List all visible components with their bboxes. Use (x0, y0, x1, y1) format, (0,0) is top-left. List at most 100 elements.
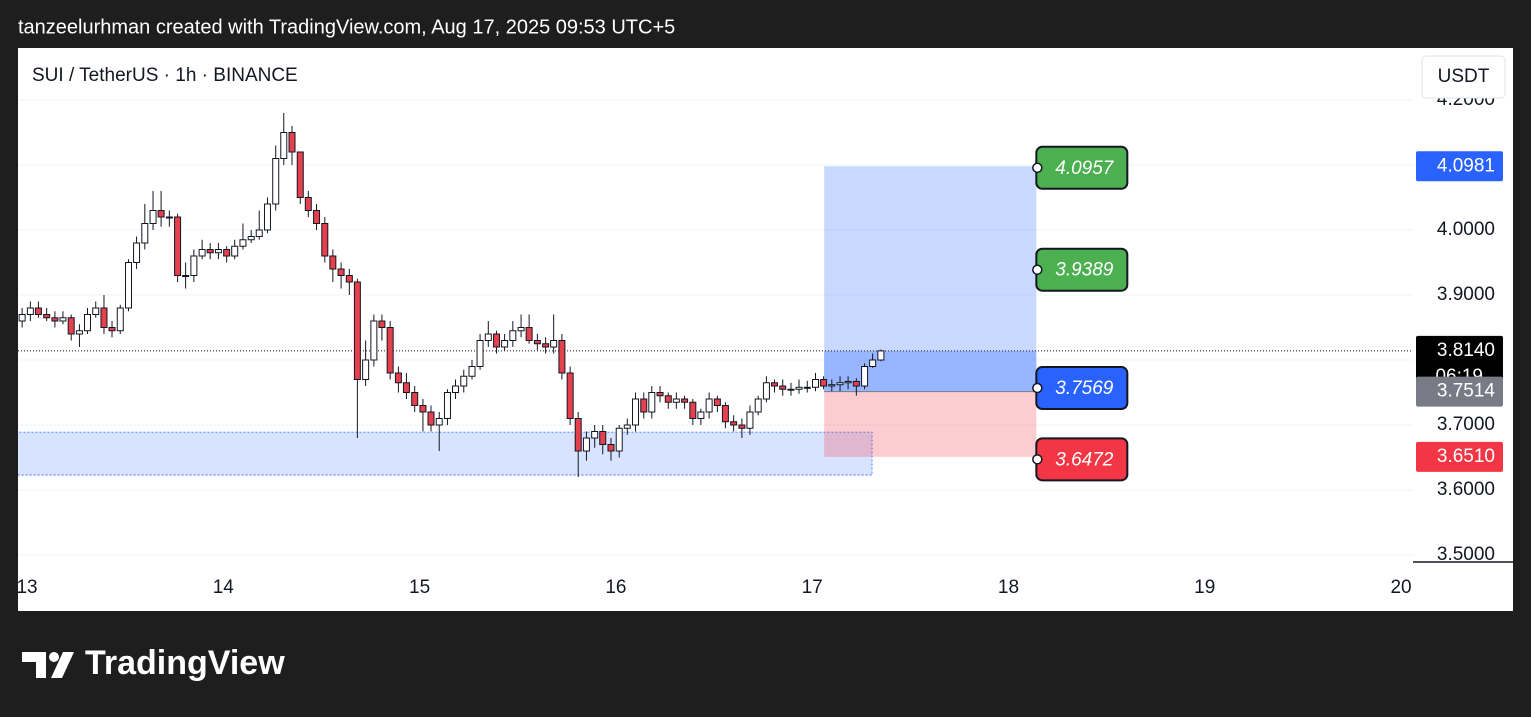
candle (198, 239, 206, 260)
currency-button[interactable] (1421, 55, 1506, 99)
candle-body (337, 268, 345, 276)
candle-body (214, 249, 222, 254)
candle (362, 340, 370, 386)
candle-body (689, 401, 697, 419)
candle-body (370, 320, 378, 361)
candle-body (133, 242, 141, 263)
candle-body (836, 382, 844, 386)
candle-body (640, 398, 648, 413)
logo-mark (49, 652, 59, 662)
candle-body (484, 333, 492, 341)
candle-body (607, 444, 615, 452)
y-tick-label: 3.5000 (1437, 544, 1495, 565)
candle (877, 349, 885, 362)
candle (721, 402, 729, 429)
candle (321, 217, 329, 263)
candle-body (656, 392, 664, 397)
candle-body (795, 386, 803, 390)
candle (623, 418, 631, 435)
candle (419, 399, 427, 432)
candle (370, 314, 378, 367)
candle (18, 308, 26, 328)
candle (689, 399, 697, 425)
candle-body (75, 330, 83, 335)
candle (83, 308, 91, 334)
candle (599, 425, 607, 455)
price-label-box (1416, 151, 1503, 182)
candle-body (852, 380, 860, 387)
candle-body (615, 427, 623, 452)
candle-body (141, 223, 149, 244)
candle-body (558, 340, 566, 374)
annotation-label: 3.6472 (1055, 449, 1114, 470)
candle (558, 334, 566, 380)
candle-body (681, 398, 689, 403)
candle (345, 269, 353, 295)
candle (525, 314, 533, 344)
candle (92, 301, 100, 318)
candle-body (844, 380, 852, 384)
candle (182, 262, 190, 289)
candle-body (820, 379, 828, 387)
candle (51, 311, 59, 328)
candle-body (591, 431, 599, 439)
logo-mark (51, 652, 74, 678)
candle-body (468, 366, 476, 377)
x-tick-label: 14 (213, 577, 235, 598)
candle (223, 246, 231, 263)
candle (255, 210, 263, 240)
candle-body (34, 307, 42, 315)
candle-body (43, 314, 51, 319)
candle (296, 151, 304, 204)
chart-pane (18, 48, 1513, 611)
candle-body (509, 330, 517, 341)
candle-body (198, 249, 206, 257)
currency-label[interactable]: USDT (1438, 66, 1490, 87)
candle (59, 311, 67, 325)
candle (861, 363, 869, 390)
candle (493, 330, 501, 354)
candle-body (223, 249, 231, 257)
candle (108, 321, 116, 338)
candle (411, 386, 419, 412)
candle (329, 249, 337, 282)
candle-body (288, 132, 296, 153)
x-tick-label: 16 (605, 577, 626, 598)
price-axis: 3.50003.60003.70003.80003.90004.00004.10… (1416, 89, 1503, 565)
candle-body (165, 216, 173, 219)
candle (239, 223, 247, 250)
x-tick-label: 13 (16, 577, 37, 598)
candle (190, 249, 198, 282)
candle-body (550, 340, 558, 348)
candle (640, 392, 648, 419)
annotation-anchor (1032, 264, 1043, 275)
brand-name: TradingView (85, 644, 285, 682)
candle-body (460, 375, 468, 387)
candle (280, 113, 288, 165)
plot-area: 4.0957 3.9389 3.7569 3.6472 (18, 99, 1413, 556)
candle-body (345, 275, 353, 283)
candle (247, 230, 255, 243)
candle (574, 412, 582, 477)
candle-body (542, 343, 550, 348)
candle (795, 379, 803, 394)
support-zone (18, 431, 873, 476)
candle-body (83, 314, 91, 332)
y-tick-label: 3.9000 (1437, 284, 1495, 305)
candle-body (493, 333, 501, 348)
candle-body (362, 359, 370, 380)
price-label-box (1416, 335, 1503, 390)
candle-body (574, 418, 582, 452)
candle-body (51, 317, 59, 322)
y-tick-label: 3.7000 (1437, 414, 1495, 435)
candle (762, 376, 770, 403)
candle (779, 379, 787, 396)
logo (22, 652, 74, 678)
candle (632, 392, 640, 432)
candle (746, 405, 754, 435)
candle-body (582, 437, 590, 452)
stop-zone (824, 391, 1037, 457)
candle-body (263, 203, 271, 231)
candle (125, 259, 133, 312)
